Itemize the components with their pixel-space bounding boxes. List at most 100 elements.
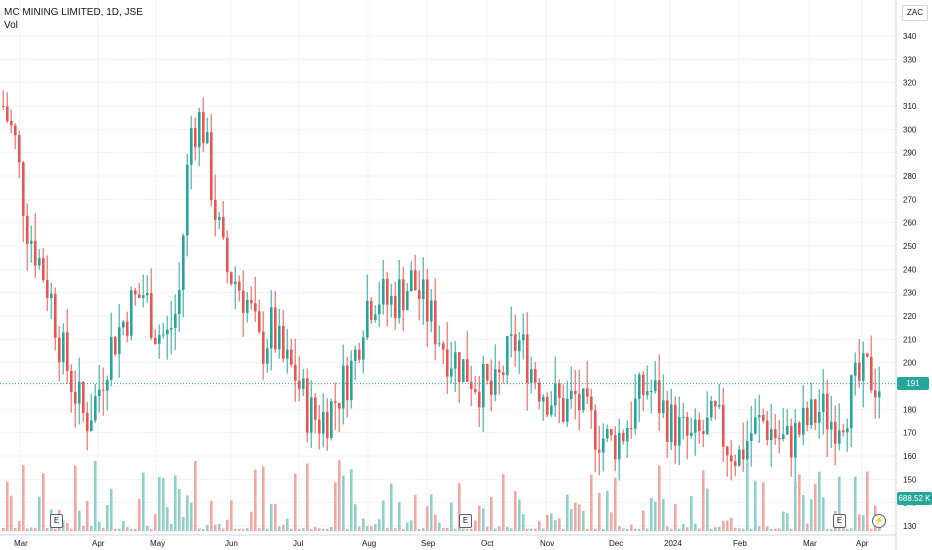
volume-bar bbox=[670, 528, 673, 531]
candle-body bbox=[814, 399, 817, 423]
candle-body bbox=[734, 461, 737, 466]
candle-body bbox=[442, 343, 445, 350]
candle-body bbox=[742, 449, 745, 460]
candle-body bbox=[622, 432, 625, 442]
volume-bar bbox=[866, 471, 869, 531]
volume-bar bbox=[706, 488, 709, 531]
candle-body bbox=[282, 326, 285, 359]
volume-bar bbox=[146, 525, 149, 531]
candle-body bbox=[574, 391, 577, 395]
volume-bar bbox=[622, 528, 625, 531]
candle-body bbox=[358, 349, 361, 360]
candle-body bbox=[830, 421, 833, 430]
volume-bar bbox=[438, 522, 441, 531]
volume-bar bbox=[122, 520, 125, 531]
volume-bar bbox=[674, 504, 677, 531]
volume-bar bbox=[782, 511, 785, 531]
volume-bar bbox=[318, 528, 321, 531]
x-tick-label: Oct bbox=[481, 539, 494, 548]
last-price-badge: 191 bbox=[897, 377, 929, 390]
candle-body bbox=[410, 270, 413, 292]
volume-bar bbox=[2, 527, 5, 531]
volume-bar bbox=[166, 507, 169, 531]
volume-bar bbox=[614, 477, 617, 531]
candle-body bbox=[306, 378, 309, 433]
lightning-icon[interactable]: ⚡ bbox=[872, 514, 886, 528]
volume-bar bbox=[626, 529, 629, 531]
candle-body bbox=[638, 374, 641, 399]
volume-bar bbox=[446, 527, 449, 531]
volume-bar bbox=[550, 513, 553, 531]
volume-bar bbox=[806, 523, 809, 531]
last-volume-badge: 688.52 K bbox=[897, 492, 932, 505]
volume-bar bbox=[618, 525, 621, 531]
x-tick-label: Jun bbox=[225, 539, 238, 548]
candle-body bbox=[750, 433, 753, 441]
volume-bar bbox=[574, 502, 577, 531]
candle-body bbox=[458, 352, 461, 382]
volume-bar bbox=[726, 520, 729, 531]
volume-bar bbox=[642, 510, 645, 531]
earnings-marker[interactable]: E bbox=[833, 514, 846, 528]
volume-bar bbox=[362, 518, 365, 531]
volume-bar bbox=[862, 515, 865, 531]
candle-body bbox=[90, 420, 93, 432]
volume-bar bbox=[110, 488, 113, 531]
volume-bar bbox=[170, 523, 173, 531]
candle-body bbox=[362, 337, 365, 360]
candle-body bbox=[190, 128, 193, 165]
volume-bar bbox=[610, 512, 613, 531]
candle-body bbox=[82, 381, 85, 413]
y-tick-label: 150 bbox=[903, 475, 917, 484]
earnings-marker[interactable]: E bbox=[459, 514, 472, 528]
candle-body bbox=[210, 132, 213, 200]
volume-bar bbox=[778, 528, 781, 531]
volume-bar bbox=[486, 526, 489, 531]
candle-body bbox=[102, 389, 105, 391]
candle-body bbox=[862, 353, 865, 381]
candle-body bbox=[70, 370, 73, 392]
volume-bar bbox=[422, 528, 425, 531]
candle-body bbox=[610, 429, 613, 436]
currency-badge[interactable]: ZAC bbox=[902, 5, 928, 21]
candle-body bbox=[346, 365, 349, 401]
volume-bar bbox=[634, 528, 637, 531]
volume-bar bbox=[34, 528, 37, 531]
candle-body bbox=[138, 294, 141, 298]
candle-body bbox=[126, 321, 129, 336]
volume-bar bbox=[542, 528, 545, 531]
candle-body bbox=[330, 401, 333, 439]
earnings-marker[interactable]: E bbox=[50, 514, 63, 528]
candle-body bbox=[790, 425, 793, 458]
chart-legend: MC MINING LIMITED, 1D, JSE Vol bbox=[4, 6, 143, 32]
candle-body bbox=[182, 235, 185, 291]
candle-body bbox=[62, 332, 65, 363]
volume-bar bbox=[814, 483, 817, 531]
candle-body bbox=[494, 369, 497, 395]
candle-body bbox=[394, 295, 397, 318]
candle-body bbox=[858, 362, 861, 381]
volume-bar bbox=[534, 528, 537, 531]
candle-body bbox=[250, 299, 253, 304]
volume-bar bbox=[654, 501, 657, 531]
y-tick-label: 300 bbox=[903, 125, 917, 134]
candle-body bbox=[30, 240, 33, 245]
volume-bar bbox=[858, 514, 861, 531]
candle-body bbox=[446, 349, 449, 377]
volume-bar bbox=[662, 498, 665, 531]
candle-body bbox=[42, 258, 45, 281]
volume-bar bbox=[154, 513, 157, 531]
x-tick-label: Feb bbox=[733, 539, 747, 548]
volume-bar bbox=[606, 490, 609, 531]
candle-body bbox=[438, 343, 441, 345]
volume-bar bbox=[382, 500, 385, 531]
candle-body bbox=[686, 416, 689, 436]
candle-body bbox=[166, 329, 169, 335]
candle-body bbox=[702, 431, 705, 435]
y-tick-label: 220 bbox=[903, 312, 917, 321]
candle-body bbox=[310, 397, 313, 433]
volume-bar bbox=[210, 500, 213, 531]
candle-body bbox=[506, 336, 509, 376]
volume-bar bbox=[810, 499, 813, 531]
